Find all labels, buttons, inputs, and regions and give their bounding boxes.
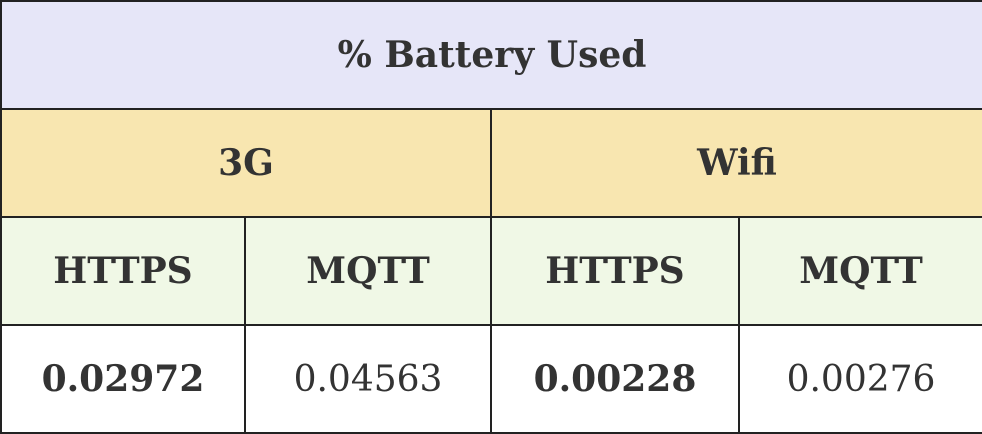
network-header-3g: 3G [0, 108, 492, 218]
protocol-header-3g-https: HTTPS [0, 216, 246, 326]
value-3g-mqtt: 0.04563 [244, 324, 492, 434]
protocol-header-wifi-mqtt: MQTT [738, 216, 982, 326]
value-row: 0.02972 0.04563 0.00228 0.00276 [0, 324, 982, 434]
protocol-header-wifi-https: HTTPS [490, 216, 740, 326]
value-3g-https: 0.02972 [0, 324, 246, 434]
network-header-row: 3G Wifi [0, 108, 982, 218]
protocol-header-row: HTTPS MQTT HTTPS MQTT [0, 216, 982, 326]
table-title: % Battery Used [0, 0, 982, 110]
value-wifi-mqtt: 0.00276 [738, 324, 982, 434]
title-row: % Battery Used [0, 0, 982, 110]
network-header-wifi: Wifi [490, 108, 982, 218]
value-wifi-https: 0.00228 [490, 324, 740, 434]
protocol-header-3g-mqtt: MQTT [244, 216, 492, 326]
